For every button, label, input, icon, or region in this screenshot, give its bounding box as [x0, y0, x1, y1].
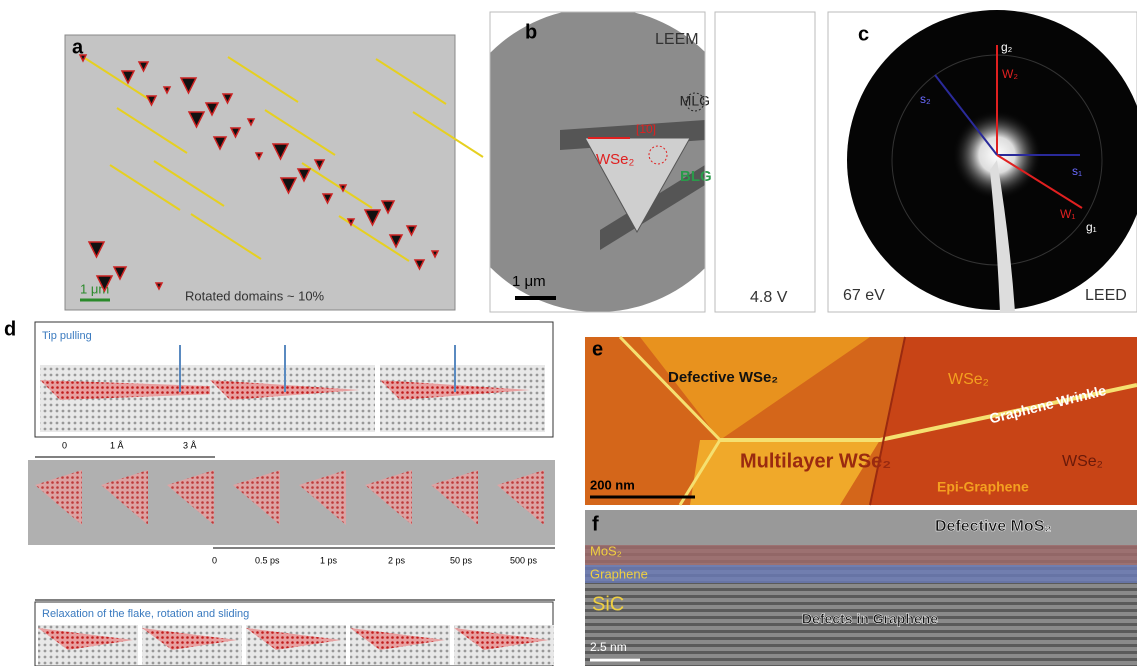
annotation: WSe₂ [948, 371, 989, 388]
vector-label: g₂ [1001, 40, 1013, 54]
panel-e: e Defective WSe₂ WSe₂ Graphene Wrinkle W… [585, 337, 1137, 505]
annotation: Defects in Graphene [802, 611, 938, 627]
annotation: Defective MoS₂ [935, 518, 1051, 535]
energy: 67 eV [843, 287, 885, 304]
distance-label: 0 [62, 440, 67, 450]
relax-frames [38, 625, 554, 665]
mode: LEED [1085, 287, 1127, 304]
time-label: 0 [212, 555, 217, 565]
distance-label: 3 Å [183, 440, 197, 450]
annotation: WSe₂ [1062, 453, 1103, 470]
blg-label: BLG [680, 168, 712, 185]
scale-label: 1 μm [512, 273, 546, 290]
panel-c: g₂ W₂ s₂ s₁ W₁ g₁ c 67 eV LEED [828, 10, 1137, 312]
time-label: 500 ps [510, 555, 538, 565]
time-label: 0.5 ps [255, 555, 280, 565]
caption: Rotated domains ~ 10% [185, 288, 325, 303]
vector-label: s₂ [920, 92, 931, 106]
time-label: 1 ps [320, 555, 338, 565]
section-title: Relaxation of the flake, rotation and sl… [42, 608, 249, 620]
section-title: Tip pulling [42, 330, 92, 342]
voltage: 4.8 V [750, 289, 788, 306]
panel-label: f [592, 513, 599, 535]
panel-a: a 1 μm Rotated domains ~ 10% [65, 35, 483, 310]
vector-label: s₁ [1072, 164, 1082, 178]
annotation: Epi-Graphene [937, 479, 1029, 495]
vector-label: W₂ [1002, 67, 1018, 81]
annotation: Multilayer WSe₂ [740, 450, 891, 472]
scale-label: 200 nm [590, 477, 635, 492]
mos2-layer [585, 545, 1137, 565]
distance-label: 1 Å [110, 440, 124, 450]
annotation: Graphene [590, 566, 648, 581]
annotation: Defective WSe₂ [668, 369, 778, 386]
vector-label: W₁ [1060, 207, 1075, 221]
graphene-layer [585, 565, 1137, 583]
vector-label: g₁ [1086, 220, 1097, 234]
time-label: 50 ps [450, 555, 473, 565]
panel-label: d [4, 318, 16, 340]
flake-label: WSe₂ [596, 151, 635, 168]
panel-d: d Tip pulling 0 1 Å 3 Å 0 0.5 ps 1 ps 2 … [4, 318, 555, 666]
mode: LEEM [655, 31, 699, 48]
panel-label: e [592, 338, 603, 360]
panel-label: c [858, 23, 869, 45]
amorphous-layer [585, 510, 1137, 545]
annotation: MoS₂ [590, 543, 622, 558]
panel-b: b LEEM MLG [1̄0] WSe₂ BLG 1 μm 4.8 V [446, 8, 815, 312]
scale-label: 2.5 nm [590, 640, 627, 654]
frame [715, 12, 815, 312]
panel-f: f Defective MoS₂ MoS₂ Graphene SiC Defec… [585, 510, 1137, 666]
figure: a 1 μm Rotated domains ~ 10% b LEEM MLG … [0, 0, 1137, 666]
direction: [1̄0] [636, 122, 656, 136]
panel-label: b [525, 21, 537, 43]
time-label: 2 ps [388, 555, 406, 565]
annotation: SiC [592, 593, 624, 615]
